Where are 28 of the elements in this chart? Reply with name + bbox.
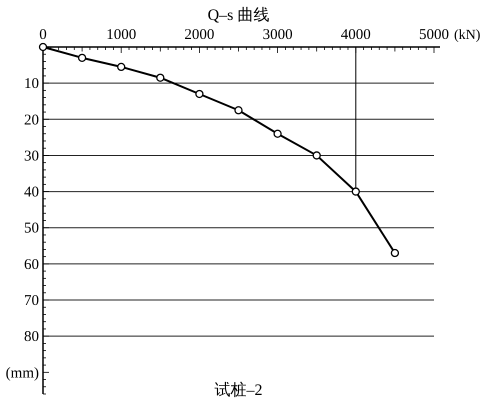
point (195, 90, 204, 98)
y-tick-label: 40 (24, 184, 39, 201)
point (117, 62, 126, 72)
point (78, 54, 86, 62)
point (156, 74, 164, 82)
point (390, 248, 400, 258)
x-tick-label: 1000 (106, 27, 136, 43)
y-tick-label: 50 (24, 220, 39, 237)
x-tick-label: 2000 (184, 27, 214, 43)
point (38, 42, 48, 52)
point (312, 151, 321, 160)
y-tick-label: 70 (24, 293, 39, 310)
y-tick-label: 10 (24, 76, 39, 92)
y-tick-label: 60 (24, 256, 39, 273)
x-tick-label: 3000 (262, 27, 293, 43)
y-tick-label: (mm) (6, 365, 39, 382)
point (234, 106, 243, 114)
point (273, 130, 282, 138)
x-tick-label: 5000 (419, 27, 449, 43)
y-tick-label: 20 (24, 112, 39, 128)
y-tick-label: 80 (24, 329, 39, 346)
chart-title: Q–s 曲线 (208, 6, 270, 24)
annotation: 试桩–2 (214, 381, 262, 399)
x-axis-title: (kN) (454, 28, 481, 43)
x-tick-label: 4000 (340, 27, 371, 43)
y-tick-label: 30 (24, 148, 39, 164)
point (352, 187, 360, 196)
x-tick-label: 0 (39, 27, 47, 43)
